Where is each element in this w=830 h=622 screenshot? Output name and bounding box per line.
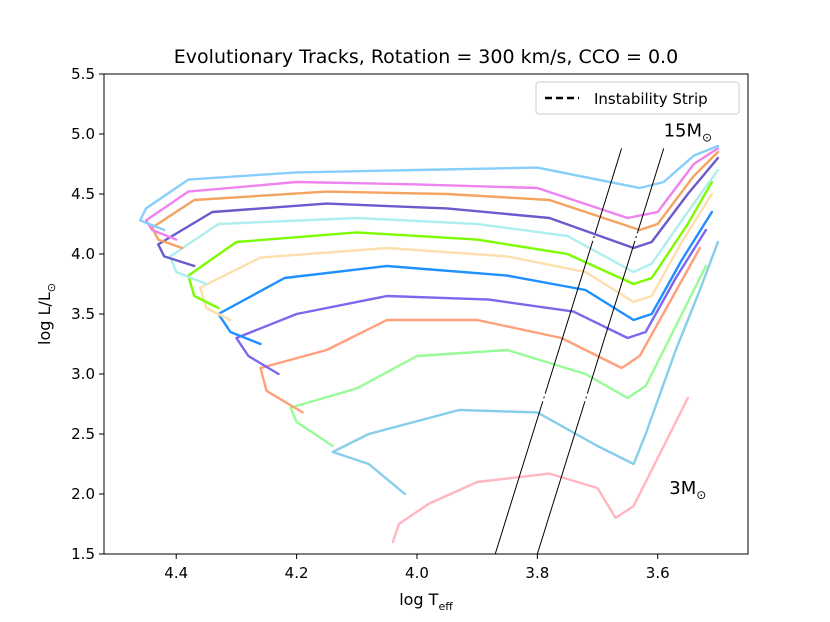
- series-line-5: [217, 210, 714, 346]
- series-line-12: [138, 144, 720, 232]
- x-tick-label: 3.8: [525, 564, 549, 582]
- annotations: 15M⊙3M⊙: [664, 120, 713, 502]
- annotation-1: 3M⊙: [669, 478, 706, 502]
- annotation-0: 15M⊙: [664, 120, 713, 144]
- y-tick-label: 5.5: [71, 65, 95, 83]
- x-axis: 4.4 4.2 4.0 3.8 3.6: [164, 554, 670, 582]
- y-tick-label: 2.0: [71, 485, 95, 503]
- series-line-9: [157, 156, 720, 268]
- y-axis-label: log L/L⊙: [35, 283, 58, 345]
- instability-strip-group: [494, 148, 665, 554]
- annotation-text: 3M: [669, 478, 696, 499]
- annotation-sub: ⊙: [702, 130, 712, 144]
- annotation-text: 15M: [664, 120, 702, 141]
- x-axis-label-sub: eff: [438, 600, 453, 613]
- y-axis-label-main: log L/L: [35, 292, 54, 345]
- series-line-6: [199, 192, 714, 322]
- y-tick-label: 4.5: [71, 185, 95, 203]
- x-tick-label: 3.6: [646, 564, 670, 582]
- y-tick-label: 3.5: [71, 305, 95, 323]
- x-tick-label: 4.0: [405, 564, 429, 582]
- series-line-4: [235, 228, 708, 376]
- series-group: [138, 144, 720, 544]
- annotation-sub: ⊙: [696, 488, 706, 502]
- y-tick-label: 3.0: [71, 365, 95, 383]
- y-tick-label: 4.0: [71, 245, 95, 263]
- instability-strip-line-1: [536, 148, 665, 554]
- series-line-1: [331, 240, 720, 496]
- x-tick-label: 4.2: [285, 564, 309, 582]
- x-tick-label: 4.4: [164, 564, 188, 582]
- legend-box: [535, 81, 740, 115]
- series-line-2: [289, 264, 708, 448]
- x-axis-label-main: log T: [399, 590, 438, 609]
- series-line-8: [169, 168, 720, 286]
- legend-label: Instability Strip: [594, 90, 708, 108]
- y-tick-label: 5.0: [71, 125, 95, 143]
- x-axis-label: log Teff: [399, 590, 453, 613]
- series-line-7: [187, 180, 714, 310]
- legend: Instability Strip: [535, 81, 740, 115]
- series-line-3: [259, 246, 702, 414]
- series-line-10: [150, 150, 720, 250]
- y-tick-label: 1.5: [71, 545, 95, 563]
- y-axis: 1.5 2.0 2.5 3.0 3.5 4.0 4.5 5.0 5.5: [71, 65, 104, 563]
- chart-title: Evolutionary Tracks, Rotation = 300 km/s…: [174, 46, 678, 68]
- y-tick-label: 2.5: [71, 425, 95, 443]
- y-axis-label-sub: ⊙: [45, 283, 58, 292]
- series-line-0: [391, 396, 689, 544]
- instability-strip-line-0: [494, 148, 623, 554]
